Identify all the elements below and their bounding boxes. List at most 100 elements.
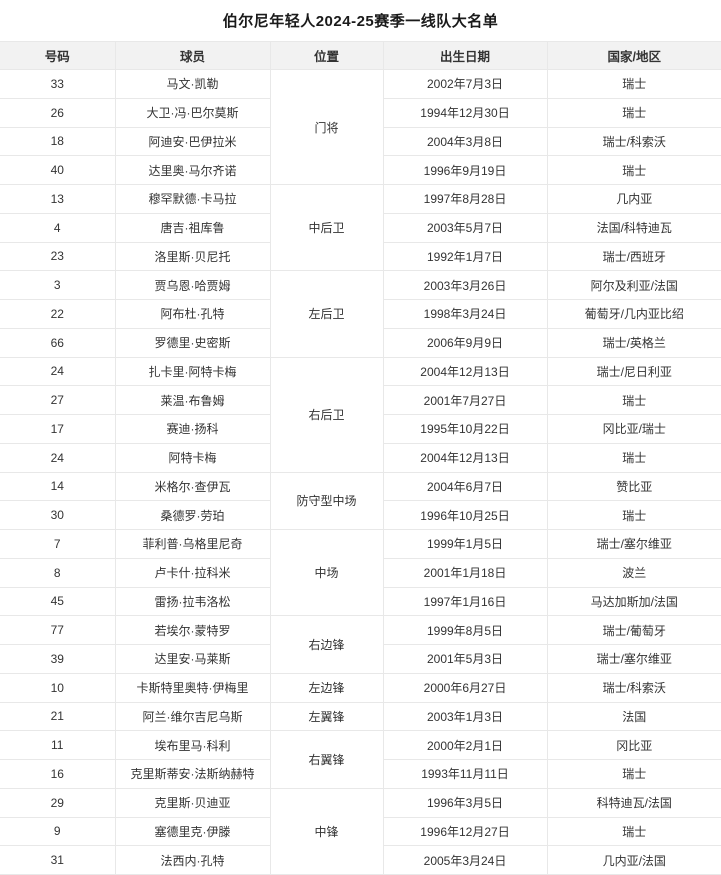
header-row: 号码 球员 位置 出生日期 国家/地区	[0, 41, 721, 70]
birthdate-cell: 2000年2月1日	[382, 730, 548, 760]
birthdate-cell: 2002年7月3日	[382, 69, 548, 99]
country-cell: 瑞士/尼日利亚	[546, 356, 721, 387]
birthdate-cell: 2006年9月9日	[382, 327, 548, 358]
table-header: 号码 球员 位置 出生日期 国家/地区	[0, 41, 721, 70]
player-number-cell: 40	[0, 155, 116, 185]
country-cell: 几内亚	[546, 184, 721, 214]
country-cell: 瑞士/葡萄牙	[546, 615, 721, 645]
country-cell: 瑞士	[546, 500, 721, 530]
player-number-cell: 45	[0, 586, 116, 617]
birthdate-cell: 2003年3月26日	[382, 270, 548, 300]
player-name-cell: 桑德罗·劳珀	[114, 500, 271, 530]
birthdate-cell: 2004年6月7日	[382, 471, 548, 502]
title-bar: 伯尔尼年轻人2024-25赛季一线队大名单	[0, 0, 721, 41]
birthdate-cell: 1992年1月7日	[382, 241, 548, 272]
position-cell: 左翼锋	[269, 701, 384, 732]
birthdate-cell: 2003年5月7日	[382, 212, 548, 243]
player-number-cell: 21	[0, 701, 116, 732]
player-name-cell: 塞德里克·伊滕	[114, 816, 271, 847]
player-name-cell: 扎卡里·阿特卡梅	[114, 356, 271, 387]
player-row: 11 埃布里马·科利 右翼锋 2000年2月1日 冈比亚	[0, 730, 721, 789]
page-title: 伯尔尼年轻人2024-25赛季一线队大名单	[222, 13, 499, 30]
birthdate-cell: 2005年3月24日	[382, 845, 548, 875]
player-number-cell: 4	[0, 212, 116, 243]
player-number-cell: 10	[0, 672, 116, 703]
player-number-cell: 23	[0, 241, 116, 272]
country-cell: 科特迪瓦/法国	[546, 787, 721, 818]
player-name-cell: 阿特卡梅	[114, 442, 271, 473]
col-header-number: 号码	[0, 41, 116, 70]
squad-table: 号码 球员 位置 出生日期 国家/地区 33 马文·凯勒 门将 2002年7月3日 瑞士…	[0, 41, 721, 875]
player-name-cell: 菲利普·乌格里尼奇	[114, 529, 271, 559]
country-cell: 阿尔及利亚/法国	[546, 270, 721, 300]
player-number-cell: 26	[0, 97, 116, 128]
player-number-cell: 11	[0, 730, 116, 760]
player-row: 4 唐吉·祖库鲁 2003年5月7日 法国/科特迪瓦	[0, 212, 721, 243]
player-row: 29 克里斯·贝迪亚 中锋 1996年3月5日 科特迪瓦/法国	[0, 787, 721, 875]
birthdate-cell: 2001年1月18日	[382, 557, 548, 588]
country-cell: 瑞士/科索沃	[546, 672, 721, 703]
player-row: 13 穆罕默德·卡马拉 中后卫 1997年8月28日 几内亚	[0, 183, 721, 272]
player-number-cell: 30	[0, 500, 116, 530]
player-row: 39 达里安·马莱斯 2001年5月3日 瑞士/塞尔维亚	[0, 644, 721, 674]
birthdate-cell: 2001年7月27日	[382, 385, 548, 415]
player-row: 7 菲利普·乌格里尼奇 中场 1999年1月5日 瑞士/塞尔维亚	[0, 528, 721, 617]
player-name-cell: 贾乌恩·哈贾姆	[114, 270, 271, 300]
birthdate-cell: 2000年6月27日	[382, 672, 548, 703]
player-name-cell: 唐吉·祖库鲁	[114, 212, 271, 243]
player-name-cell: 雷扬·拉韦洛松	[114, 586, 271, 617]
birthdate-cell: 1997年8月28日	[382, 184, 548, 214]
birthdate-cell: 1996年3月5日	[382, 787, 548, 818]
player-name-cell: 卡斯特里奥特·伊梅里	[114, 672, 271, 703]
player-number-cell: 17	[0, 414, 116, 444]
birthdate-cell: 2004年12月13日	[382, 356, 548, 387]
player-name-cell: 达里奥·马尔齐诺	[114, 155, 271, 185]
birthdate-cell: 2001年5月3日	[382, 644, 548, 674]
player-row: 24 阿特卡梅 2004年12月13日 瑞士	[0, 442, 721, 473]
player-row: 31 法西内·孔特 2005年3月24日 几内亚/法国	[0, 845, 721, 875]
country-cell: 瑞士	[546, 759, 721, 789]
country-cell: 几内亚/法国	[546, 845, 721, 875]
player-number-cell: 29	[0, 787, 116, 818]
player-row: 3 贾乌恩·哈贾姆 左后卫 2003年3月26日 阿尔及利亚/法国	[0, 270, 721, 358]
country-cell: 冈比亚	[546, 730, 721, 760]
country-cell: 波兰	[546, 557, 721, 588]
birthdate-cell: 1996年12月27日	[382, 816, 548, 847]
player-name-cell: 马文·凯勒	[114, 69, 271, 99]
player-name-cell: 阿兰·维尔吉尼乌斯	[114, 701, 271, 732]
player-name-cell: 洛里斯·贝尼托	[114, 241, 271, 272]
table-body: 33 马文·凯勒 门将 2002年7月3日 瑞士 26 大卫·冯·巴尔莫斯 1994年12月3…	[0, 69, 721, 875]
position-cell: 防守型中场	[269, 471, 384, 530]
birthdate-cell: 1996年9月19日	[382, 155, 548, 185]
country-cell: 瑞士/英格兰	[546, 327, 721, 358]
player-name-cell: 达里安·马莱斯	[114, 644, 271, 674]
player-number-cell: 31	[0, 845, 116, 875]
position-cell: 左边锋	[269, 672, 384, 703]
player-number-cell: 8	[0, 557, 116, 588]
birthdate-cell: 1998年3月24日	[382, 299, 548, 329]
birthdate-cell: 1993年11月11日	[382, 759, 548, 789]
country-cell: 瑞士	[546, 442, 721, 473]
country-cell: 法国/科特迪瓦	[546, 212, 721, 243]
player-name-cell: 罗德里·史密斯	[114, 327, 271, 358]
player-number-cell: 22	[0, 299, 116, 329]
country-cell: 瑞士/西班牙	[546, 241, 721, 272]
player-number-cell: 77	[0, 615, 116, 645]
country-cell: 瑞士/科索沃	[546, 126, 721, 157]
player-row: 33 马文·凯勒 门将 2002年7月3日 瑞士	[0, 69, 721, 185]
country-cell: 瑞士	[546, 97, 721, 128]
country-cell: 马达加斯加/法国	[546, 586, 721, 617]
col-header-country: 国家/地区	[546, 41, 721, 70]
player-row: 77 若埃尔·蒙特罗 右边锋 1999年8月5日 瑞士/葡萄牙	[0, 615, 721, 674]
col-header-birthdate: 出生日期	[382, 41, 548, 70]
player-row: 14 米格尔·查伊瓦 防守型中场 2004年6月7日 赞比亚	[0, 471, 721, 530]
player-row: 17 赛迪·扬科 1995年10月22日 冈比亚/瑞士	[0, 414, 721, 444]
birthdate-cell: 1996年10月25日	[382, 500, 548, 530]
player-name-cell: 克里斯·贝迪亚	[114, 787, 271, 818]
position-cell: 左后卫	[269, 270, 384, 358]
position-cell: 右翼锋	[269, 730, 384, 789]
country-cell: 赞比亚	[546, 471, 721, 502]
player-name-cell: 穆罕默德·卡马拉	[114, 184, 271, 214]
player-number-cell: 24	[0, 442, 116, 473]
